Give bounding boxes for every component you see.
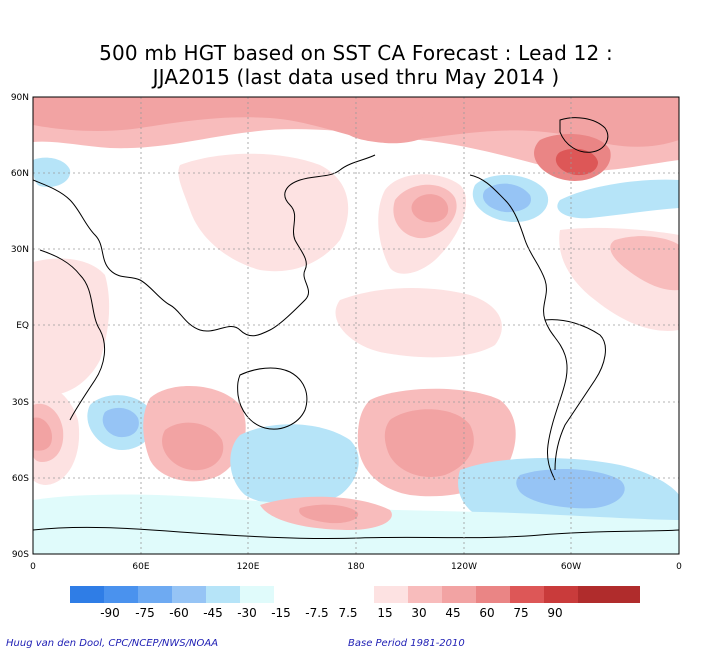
lon-label: 60E (132, 562, 149, 572)
south-pacific-positive-core (384, 409, 474, 478)
lon-label: 0 (30, 562, 36, 572)
lon-label: 60W (561, 562, 581, 572)
southern-ocean-negative-core (516, 468, 625, 509)
asia-positive-band (178, 153, 349, 272)
lat-label: 30N (11, 245, 29, 255)
legend-label: -30 (237, 606, 257, 620)
legend-label: 30 (411, 606, 426, 620)
author-credit: Huug van den Dool, CPC/NCEP/NWS/NOAA (6, 638, 219, 649)
legend-swatch (510, 586, 544, 603)
australia-coast (237, 367, 308, 430)
legend-swatch (138, 586, 172, 603)
legend-label: -75 (135, 606, 155, 620)
canada-negative-core (482, 183, 531, 213)
lat-label: 60N (11, 169, 29, 179)
legend-swatch (274, 586, 308, 603)
greenland-negative (33, 157, 71, 188)
lat-label: 30S (12, 398, 29, 408)
legend-label: -60 (169, 606, 189, 620)
legend-label: 15 (377, 606, 392, 620)
legend-swatch (70, 586, 104, 603)
south-africa-negative-core (102, 407, 139, 438)
north-atlantic-positive (342, 110, 433, 144)
legend-label: 45 (445, 606, 460, 620)
legend-swatch (476, 586, 510, 603)
atlantic-positive-core (610, 236, 679, 291)
south-atlantic-strong (33, 417, 52, 451)
south-america-east-coast (544, 319, 606, 471)
europe-asia-coast (33, 154, 376, 337)
map-frame (32, 96, 680, 555)
australia-negative (230, 424, 359, 507)
tropical-pacific-positive (335, 288, 502, 358)
lat-label: 90S (12, 550, 29, 560)
latitude-labels: 90N 60N 30N EQ 30S 60S 90S (11, 93, 29, 560)
africa-coast (39, 249, 106, 421)
antarctic-positive-strong (299, 504, 359, 524)
grid-lines (33, 97, 679, 554)
lat-label: 90N (11, 93, 29, 103)
legend-swatch (340, 586, 374, 603)
lon-label: 0 (676, 562, 682, 572)
longitude-labels: 0 60E 120E 180 120W 60W 0 (30, 562, 682, 572)
legend-label: -7.5 (305, 606, 328, 620)
legend-swatch (612, 586, 640, 603)
legend-label: 7.5 (338, 606, 357, 620)
legend-label: -15 (271, 606, 291, 620)
north-pacific-strong (411, 194, 449, 223)
base-period-note: Base Period 1981-2010 (348, 638, 465, 649)
indian-ocean-positive-core (162, 422, 224, 471)
legend-swatch (374, 586, 408, 603)
north-atlantic-negative (557, 179, 679, 219)
legend-label: -90 (100, 606, 120, 620)
legend-label: -45 (203, 606, 223, 620)
legend-swatch (578, 586, 612, 603)
map-title-line-1: 500 mb HGT based on SST CA Forecast : Le… (99, 41, 613, 65)
map-title-line-2: JJA2015 (last data used thru May 2014 ) (152, 65, 560, 89)
legend-swatch (172, 586, 206, 603)
coastlines (33, 117, 679, 540)
siberia-strong-core (555, 148, 598, 176)
legend-label: 75 (513, 606, 528, 620)
lon-label: 120E (237, 562, 260, 572)
lat-label: EQ (16, 321, 29, 331)
greenland-coast (559, 117, 609, 153)
legend-swatch (104, 586, 138, 603)
legend-swatch (442, 586, 476, 603)
color-legend (70, 586, 640, 603)
lon-label: 120W (451, 562, 477, 572)
legend-label: 60 (479, 606, 494, 620)
lat-label: 60S (12, 474, 29, 484)
legend-labels: -90 -75 -60 -45 -30 -15 -7.5 7.5 15 30 4… (100, 606, 562, 620)
lon-label: 180 (347, 562, 364, 572)
legend-swatch (544, 586, 578, 603)
legend-label: 90 (547, 606, 562, 620)
legend-swatch (206, 586, 240, 603)
legend-swatch (408, 586, 442, 603)
legend-swatch (240, 586, 274, 603)
antarctica-coast (33, 526, 679, 540)
